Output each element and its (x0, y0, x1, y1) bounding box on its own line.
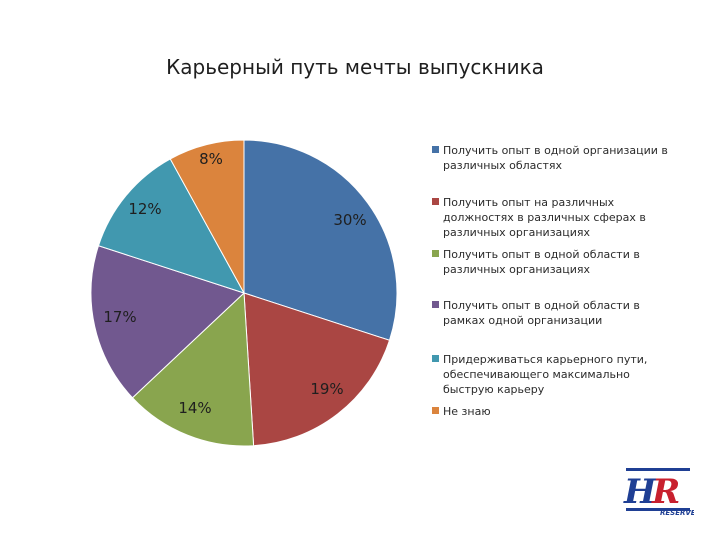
legend-swatch (432, 250, 439, 257)
chart-title: Карьерный путь мечты выпускника (166, 55, 544, 79)
hr-reserve-logo: H R RESERVE (622, 465, 696, 521)
legend-label: Получить опыт в одной области в различны… (443, 248, 640, 276)
legend-label: Не знаю (443, 405, 491, 418)
legend-swatch (432, 407, 439, 414)
data-label-2: 19% (310, 380, 343, 398)
pie-slice-6 (169, 139, 245, 294)
legend-label: Придерживаться карьерного пути, обеспечи… (443, 353, 648, 396)
data-label-3: 14% (178, 399, 211, 417)
pie-slice-3 (131, 291, 255, 447)
logo-mark-h: H (623, 472, 658, 512)
legend-swatch (432, 198, 439, 205)
data-label-4: 17% (103, 308, 136, 326)
legend-swatch (432, 355, 439, 362)
legend-label: Получить опыт в одной области в рамках о… (443, 299, 640, 327)
pie-slice-2 (243, 292, 391, 447)
legend-swatch (432, 146, 439, 153)
legend-label: Получить опыт на различных должностях в … (443, 196, 646, 239)
legend-swatch (432, 301, 439, 308)
logo-text: RESERVE (660, 509, 694, 517)
data-label-1: 30% (333, 211, 366, 229)
logo-mark-r: R (651, 472, 680, 512)
data-label-6: 8% (199, 150, 223, 168)
pie-slice-4 (90, 245, 245, 399)
pie-slice-1 (243, 139, 398, 341)
hr-reserve-logo-image: H R RESERVE (623, 468, 696, 517)
legend-label: Получить опыт в одной организации в разл… (443, 144, 668, 172)
pie-slice-5 (97, 158, 246, 294)
data-label-5: 12% (128, 200, 161, 218)
